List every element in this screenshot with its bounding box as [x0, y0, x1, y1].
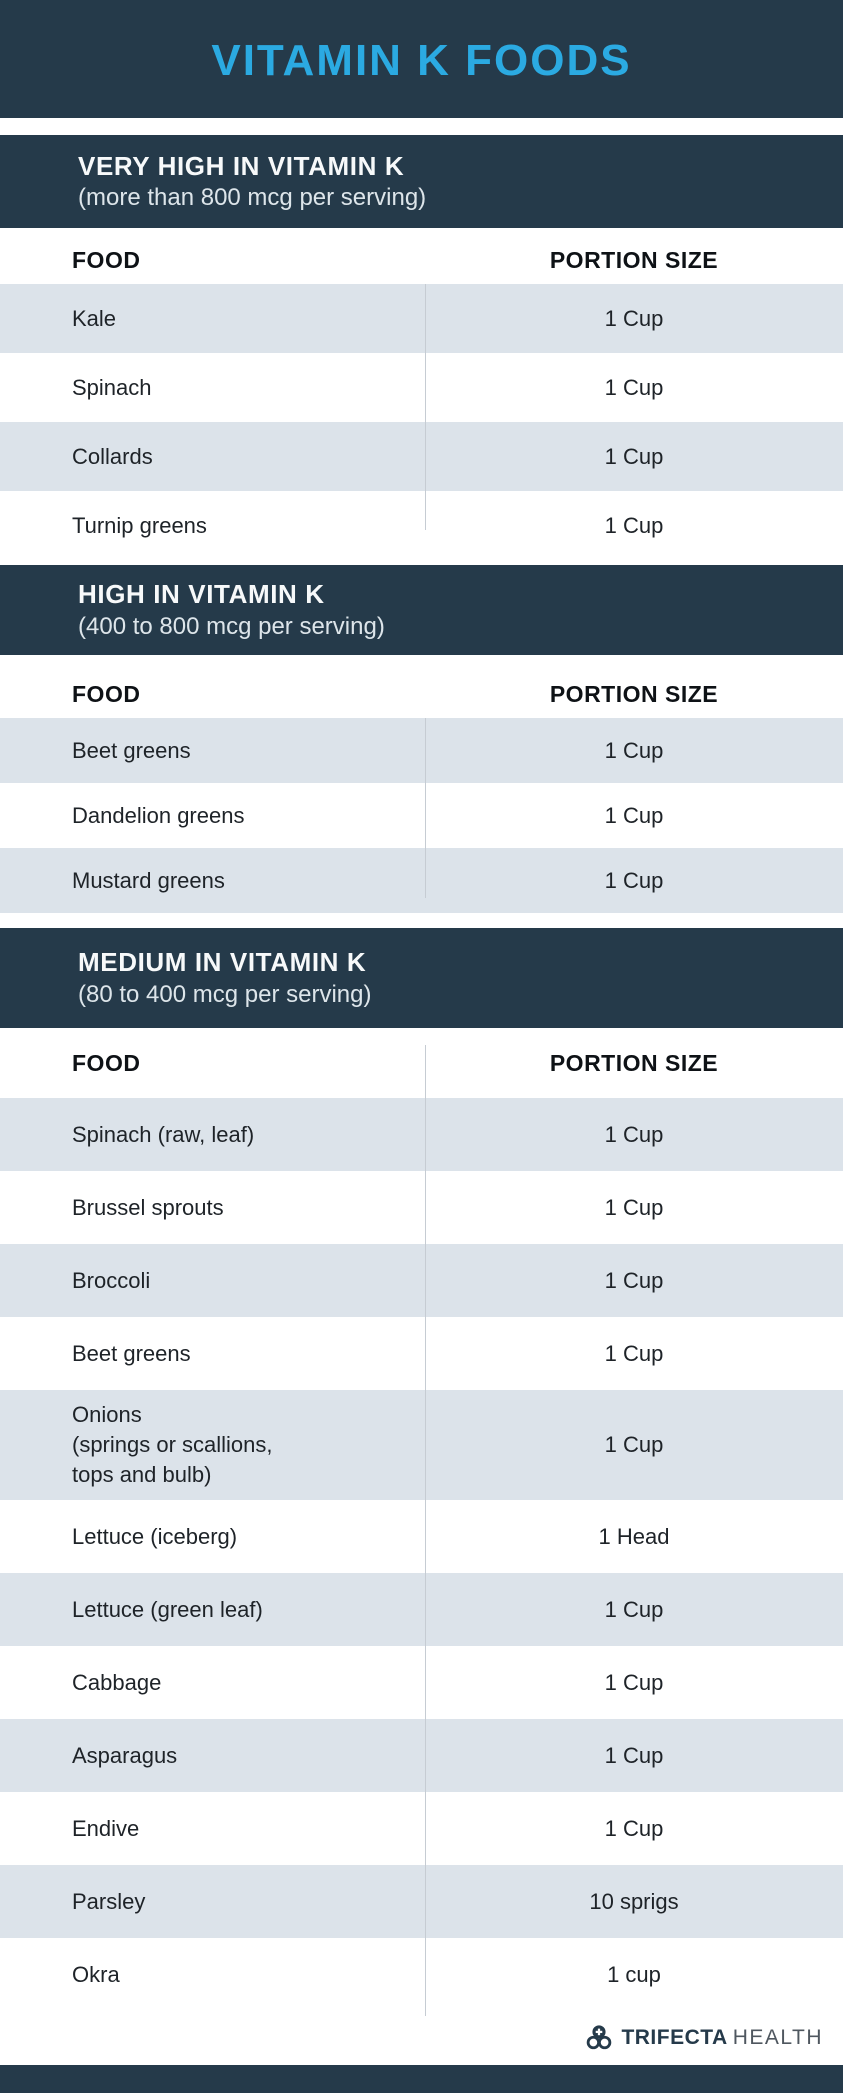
rows: Spinach (raw, leaf) 1 Cup Brussel sprout…	[0, 1098, 843, 2011]
food-cell: Kale	[72, 305, 117, 331]
food-cell: Okra	[72, 1961, 120, 1987]
column-header-food: FOOD	[72, 681, 141, 707]
rows: Kale 1 Cup Spinach 1 Cup Collards 1 Cup …	[0, 284, 843, 560]
bottom-bar	[0, 2065, 843, 2093]
table-row: Turnip greens 1 Cup	[0, 491, 843, 560]
portion-cell: 1 cup	[607, 1961, 661, 1987]
section-banner: HIGH IN VITAMIN K (400 to 800 mcg per se…	[0, 565, 843, 655]
food-cell: Beet greens	[72, 1340, 191, 1366]
brand-name-secondary: HEALTH	[732, 2026, 823, 2049]
section-subheading: (more than 800 mcg per serving)	[78, 184, 427, 212]
portion-cell: 1 Cup	[604, 1267, 664, 1293]
section-banner: MEDIUM IN VITAMIN K (80 to 400 mcg per s…	[0, 928, 843, 1028]
table-row: Brussel sprouts 1 Cup	[0, 1171, 843, 1244]
portion-cell: 1 Cup	[604, 867, 664, 893]
portion-cell: 10 sprigs	[589, 1888, 679, 1914]
table-row: Cabbage 1 Cup	[0, 1646, 843, 1719]
portion-cell: 1 Cup	[604, 1596, 664, 1622]
food-cell: Turnip greens	[72, 512, 207, 538]
table-row: Spinach 1 Cup	[0, 353, 843, 422]
footer: TRIFECTA HEALTH	[0, 2011, 843, 2065]
table-row: Kale 1 Cup	[0, 284, 843, 353]
food-cell: Spinach	[72, 374, 152, 400]
portion-cell: 1 Cup	[604, 737, 664, 763]
table-header-row: FOOD PORTION SIZE	[0, 228, 843, 284]
brand-name-primary: TRIFECTA	[621, 2026, 728, 2049]
table-row: Okra 1 cup	[0, 1938, 843, 2011]
food-cell: Spinach (raw, leaf)	[72, 1121, 255, 1147]
portion-cell: 1 Cup	[604, 1432, 664, 1457]
portion-cell: 1 Cup	[604, 1121, 664, 1147]
table-row: Asparagus 1 Cup	[0, 1719, 843, 1792]
portion-cell: 1 Cup	[604, 802, 664, 828]
section-banner: VERY HIGH IN VITAMIN K (more than 800 mc…	[0, 135, 843, 228]
section-subheading: (400 to 800 mcg per serving)	[78, 612, 385, 640]
table-row: Lettuce (iceberg) 1 Head	[0, 1500, 843, 1573]
table-row: Beet greens 1 Cup	[0, 718, 843, 783]
portion-cell: 1 Cup	[604, 1340, 664, 1366]
food-cell: Asparagus	[72, 1742, 178, 1768]
column-header-portion: PORTION SIZE	[549, 247, 719, 273]
food-cell: Broccoli	[72, 1267, 151, 1293]
section-heading: VERY HIGH IN VITAMIN K	[78, 150, 405, 181]
table-row: Endive 1 Cup	[0, 1792, 843, 1865]
column-header-food: FOOD	[72, 1049, 141, 1076]
table-header-row: FOOD PORTION SIZE	[0, 655, 843, 718]
table-row: Parsley 10 sprigs	[0, 1865, 843, 1938]
portion-cell: 1 Cup	[604, 1815, 664, 1841]
section-subheading: (80 to 400 mcg per serving)	[78, 980, 372, 1008]
food-cell: Collards	[72, 443, 153, 469]
portion-cell: 1 Cup	[604, 1194, 664, 1220]
portion-cell: 1 Cup	[604, 443, 664, 469]
food-cell: Dandelion greens	[72, 802, 245, 828]
portion-cell: 1 Cup	[604, 1742, 664, 1768]
column-divider-line	[425, 284, 426, 530]
table-row: Dandelion greens 1 Cup	[0, 783, 843, 848]
food-cell: Brussel sprouts	[72, 1194, 224, 1220]
vitamin-k-section-2: HIGH IN VITAMIN K (400 to 800 mcg per se…	[0, 565, 843, 913]
table-row: Mustard greens 1 Cup	[0, 848, 843, 913]
food-cell: Mustard greens	[72, 867, 225, 893]
section-heading: HIGH IN VITAMIN K	[78, 579, 325, 610]
food-cell: Beet greens	[72, 737, 191, 763]
portion-cell: 1 Cup	[604, 512, 664, 538]
page-title: VITAMIN K FOODS	[211, 36, 632, 85]
food-cell: Onions (springs or scallions, tops and b…	[72, 1402, 273, 1487]
column-header-portion: PORTION SIZE	[549, 1049, 719, 1076]
food-cell: Cabbage	[72, 1669, 162, 1695]
table-row: Onions (springs or scallions, tops and b…	[0, 1390, 843, 1500]
column-header-portion: PORTION SIZE	[549, 681, 719, 707]
section-heading: MEDIUM IN VITAMIN K	[78, 947, 367, 978]
vitamin-k-section-1: VERY HIGH IN VITAMIN K (more than 800 mc…	[0, 135, 843, 560]
trefoil-circles-icon	[587, 2025, 612, 2050]
portion-cell: 1 Cup	[604, 305, 664, 331]
sections: VERY HIGH IN VITAMIN K (more than 800 mc…	[0, 135, 843, 2016]
food-cell: Lettuce (green leaf)	[72, 1596, 263, 1622]
table-row: Lettuce (green leaf) 1 Cup	[0, 1573, 843, 1646]
column-header-food: FOOD	[72, 247, 141, 273]
vitamin-k-section-3: MEDIUM IN VITAMIN K (80 to 400 mcg per s…	[0, 928, 843, 2016]
rows: Beet greens 1 Cup Dandelion greens 1 Cup…	[0, 718, 843, 913]
food-cell: Parsley	[72, 1888, 146, 1914]
header-banner: VITAMIN K FOODS	[0, 0, 843, 118]
column-divider-line	[425, 718, 426, 898]
table-row: Broccoli 1 Cup	[0, 1244, 843, 1317]
table-row: Beet greens 1 Cup	[0, 1317, 843, 1390]
table-row: Collards 1 Cup	[0, 422, 843, 491]
column-divider-line	[425, 1045, 426, 2016]
table-row: Spinach (raw, leaf) 1 Cup	[0, 1098, 843, 1171]
portion-cell: 1 Head	[598, 1523, 670, 1549]
food-cell: Endive	[72, 1815, 140, 1841]
table-header-row: FOOD PORTION SIZE	[0, 1028, 843, 1098]
food-cell: Lettuce (iceberg)	[72, 1523, 238, 1549]
portion-cell: 1 Cup	[604, 1669, 664, 1695]
portion-cell: 1 Cup	[604, 374, 664, 400]
